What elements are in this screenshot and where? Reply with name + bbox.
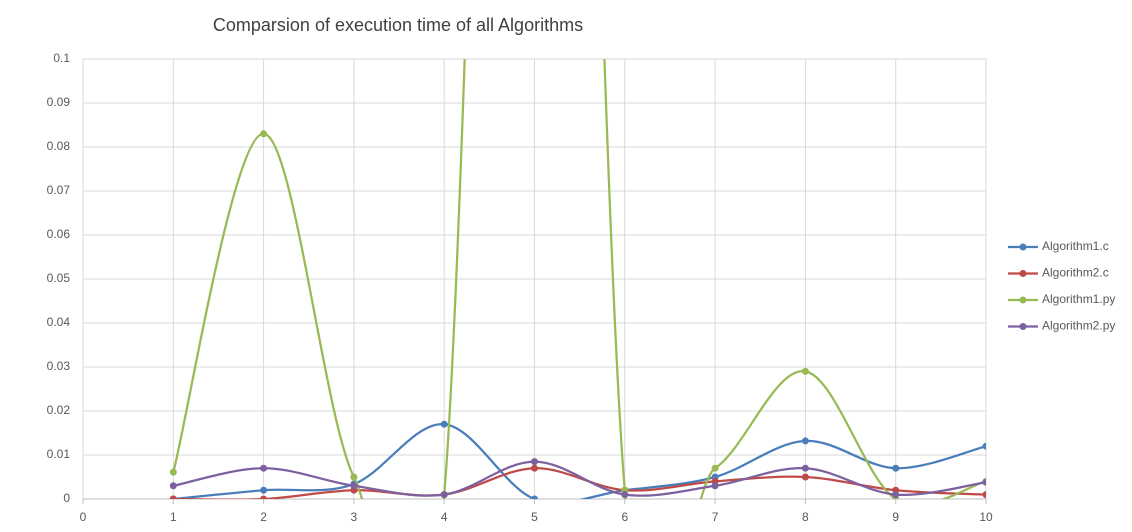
point	[801, 437, 809, 445]
y-tick-label: 0.01	[47, 447, 71, 461]
y-tick-label: 0	[63, 491, 70, 505]
point	[350, 473, 358, 481]
y-tick-label: 0.03	[47, 359, 71, 373]
series-line	[173, 467, 986, 499]
point	[982, 442, 986, 450]
x-tick-label: 7	[712, 510, 719, 524]
point	[169, 495, 177, 499]
legend-label: Algorithm2.py	[1042, 319, 1115, 333]
y-tick-label: 0.09	[47, 95, 71, 109]
point	[982, 478, 986, 486]
legend-marker	[1019, 323, 1027, 330]
point	[531, 495, 538, 499]
x-tick-label: 0	[80, 510, 87, 524]
point	[440, 491, 448, 499]
legend-label: Algorithm2.c	[1042, 266, 1109, 280]
point	[260, 495, 268, 499]
x-tick-label: 10	[979, 510, 993, 524]
x-tick-label: 5	[531, 510, 538, 524]
y-tick-label: 0.06	[47, 227, 71, 241]
x-tick-label: 9	[892, 510, 899, 524]
legend-label: Algorithm1.c	[1042, 239, 1109, 253]
point	[531, 464, 538, 472]
point	[260, 486, 268, 494]
y-tick-label: 0.07	[47, 183, 71, 197]
point	[440, 420, 448, 428]
series-line	[173, 423, 986, 499]
legend-marker	[1019, 296, 1027, 304]
point	[621, 491, 629, 499]
point	[260, 130, 268, 138]
plot-area	[169, 59, 986, 499]
legend-marker	[1019, 243, 1027, 251]
x-tick-label: 6	[621, 510, 628, 524]
x-tick-label: 1	[170, 510, 177, 524]
point	[801, 367, 809, 375]
legend-label: Algorithm1.py	[1042, 292, 1115, 306]
legend-marker	[1019, 270, 1027, 277]
y-tick-label: 0.05	[47, 271, 71, 285]
point	[801, 473, 809, 481]
series-line	[173, 460, 986, 497]
series-line	[172, 59, 986, 499]
x-tick-label: 3	[351, 510, 358, 524]
point	[260, 464, 268, 472]
x-tick-label: 8	[802, 510, 809, 524]
x-tick-label: 4	[441, 510, 448, 524]
point	[892, 491, 900, 499]
y-tick-label: 0.08	[47, 139, 71, 153]
point	[711, 464, 719, 472]
y-tick-label: 0.02	[47, 403, 71, 417]
point	[169, 468, 177, 476]
point	[350, 482, 358, 490]
y-tick-label: 0.1	[53, 51, 70, 65]
point	[982, 491, 986, 499]
point	[711, 482, 719, 490]
point	[531, 458, 538, 466]
point	[169, 482, 177, 490]
point	[801, 464, 809, 472]
point	[892, 464, 900, 472]
x-tick-label: 2	[260, 510, 267, 524]
y-tick-label: 0.04	[47, 315, 71, 329]
chart-title: Comparsion of execution time of all Algo…	[213, 15, 583, 35]
